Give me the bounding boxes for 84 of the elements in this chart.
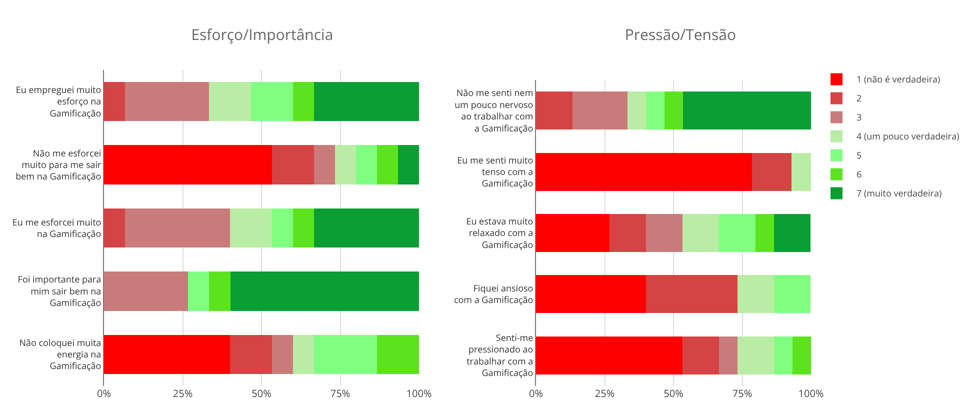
y-tick-label: Eu empreguei muito esforço na Gamificação — [16, 83, 102, 120]
bar — [646, 92, 664, 130]
bar — [209, 272, 230, 311]
x-tick-label: 0% — [529, 386, 543, 400]
bar — [377, 334, 419, 374]
legend-label: 6 — [856, 168, 862, 181]
bar — [272, 208, 293, 248]
bar — [230, 334, 272, 374]
bar — [719, 214, 756, 252]
x-tick-label: 0% — [97, 386, 111, 400]
bar — [609, 214, 646, 252]
y-tick-label: Não coloquei muita energia na Gamificação — [19, 336, 102, 372]
bar — [104, 272, 188, 311]
legend-label: 1 (não é verdadeira) — [856, 72, 941, 86]
bar — [398, 145, 419, 184]
bar — [188, 272, 210, 311]
x-tick-label: 25% — [594, 386, 615, 400]
bar — [356, 145, 378, 184]
bar — [756, 214, 774, 252]
bar — [738, 336, 774, 374]
bar — [752, 152, 792, 191]
bar — [682, 336, 720, 374]
x-tick-label: 75% — [330, 386, 350, 400]
y-tick-label: Foi importante para mim sair bem na Gamificação — [18, 272, 102, 310]
bar — [738, 275, 774, 314]
y-tick-label: Eu me esforcei muito na Gamificação — [12, 215, 102, 240]
x-tick-label: 75% — [732, 386, 752, 400]
bar — [293, 208, 314, 248]
bar — [293, 82, 314, 122]
bar — [125, 208, 230, 248]
bar — [104, 82, 126, 122]
bar — [719, 336, 738, 374]
bar — [314, 145, 335, 184]
legend-label: 7 (muito verdadeira) — [856, 186, 942, 200]
y-tick-label: Eu estava muito relaxado com a Gamificação — [466, 214, 534, 251]
y-tick-label: Senti-me pressionado ao trabalhar com a Gamificação — [466, 331, 534, 380]
bar — [230, 272, 419, 311]
y-tick-label: Fiquei ansioso com a Gamificação — [454, 282, 534, 306]
legend-label: 4 (um pouco verdadeira) — [856, 130, 960, 143]
bar — [536, 214, 610, 252]
bar — [646, 275, 738, 314]
bar — [536, 92, 573, 130]
bar — [293, 334, 314, 374]
bar — [251, 82, 293, 122]
bar — [646, 214, 683, 252]
bar — [774, 275, 811, 314]
bar — [272, 145, 314, 184]
bar — [536, 275, 646, 314]
legend-label: 5 — [856, 148, 862, 162]
bar — [682, 214, 720, 252]
bar — [536, 336, 683, 374]
bar — [314, 334, 378, 374]
bar — [125, 82, 210, 122]
x-tick-label: 50% — [664, 386, 684, 400]
bar — [334, 145, 356, 184]
bar — [682, 92, 811, 130]
legend-label: 3 — [856, 110, 862, 124]
legend-label: 2 — [856, 92, 862, 105]
bar — [774, 214, 811, 252]
bar — [791, 152, 811, 191]
bar — [104, 145, 272, 184]
x-tick-label: 25% — [172, 386, 193, 400]
bar — [792, 336, 811, 374]
bar — [230, 208, 272, 248]
bar — [209, 82, 252, 122]
bar — [774, 336, 793, 374]
x-tick-label: 100% — [406, 386, 432, 400]
x-tick-label: 100% — [798, 386, 824, 400]
y-tick-label: Não me esforcei muito para me sair bem na Gamificação — [16, 146, 102, 183]
bar — [272, 334, 293, 374]
chart-title: Esforço/Importância — [191, 24, 334, 45]
y-tick-label: Não me senti nem um pouco nervoso ao trabalhar com a Gamificação — [454, 86, 534, 134]
bar — [628, 92, 646, 130]
bar — [314, 82, 419, 122]
bar — [664, 92, 683, 130]
x-tick-label: 50% — [252, 386, 272, 400]
y-tick-label: Eu me senti muito tenso com a Gamificação — [457, 153, 534, 190]
bar — [377, 145, 398, 184]
chart-title: Pressão/Tensão — [624, 24, 736, 45]
bar — [572, 92, 628, 130]
bar — [104, 334, 230, 374]
bar — [314, 208, 419, 248]
bar — [104, 208, 126, 248]
bar — [536, 152, 752, 191]
